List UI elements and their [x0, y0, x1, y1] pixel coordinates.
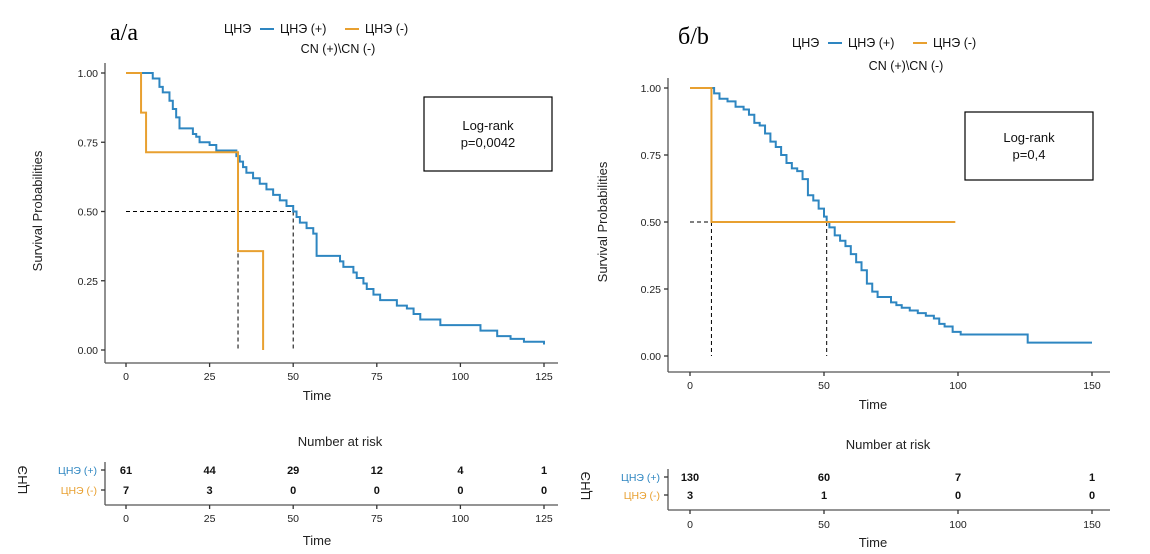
y-tick-label: 0.75 [78, 137, 99, 149]
x-tick-label: 125 [535, 371, 553, 383]
logrank-pvalue: p=0,4 [1013, 147, 1046, 162]
legend: ЦНЭ ЦНЭ (+) ЦНЭ (-) CN (+)\CN (-) [224, 22, 408, 56]
risk-count: 7 [123, 485, 129, 497]
risk-x-tick-label: 0 [123, 513, 129, 525]
x-axis-title: Time [303, 388, 331, 403]
logrank-box [964, 111, 1094, 181]
risk-count: 60 [818, 472, 830, 484]
legend-entry-positive: ЦНЭ (+) [280, 22, 326, 36]
panel-b: б/b ЦНЭ ЦНЭ (+) ЦНЭ (-) CN (+)\CN (-) 0.00 0.2… [578, 24, 1110, 550]
y-tick-label: 0.25 [78, 276, 99, 288]
risk-count: 4 [457, 465, 464, 477]
legend-title: ЦНЭ [224, 22, 251, 36]
risk-x-tick-label: 50 [818, 519, 830, 531]
risk-row-label: ЦНЭ (+) [58, 465, 97, 477]
risk-strata-title: ЦНЭ [578, 472, 593, 500]
risk-x-tick-label: 0 [687, 519, 693, 531]
risk-table-title: Number at risk [298, 434, 383, 449]
y-tick-label: 0.00 [641, 351, 662, 363]
risk-x-axis-title: Time [859, 535, 887, 550]
panel-a: а/a ЦНЭ ЦНЭ (+) ЦНЭ (-) CN (+)\CN (-) 0.00 0.2… [15, 20, 558, 548]
risk-x-axis-title: Time [303, 533, 331, 548]
y-tick-label: 0.25 [641, 284, 662, 296]
risk-count: 61 [120, 465, 132, 477]
x-tick-label: 0 [687, 380, 693, 392]
legend-entry-negative: ЦНЭ (-) [933, 36, 976, 50]
risk-count: 44 [203, 465, 216, 477]
risk-count: 3 [687, 490, 693, 502]
risk-x-tick-label: 125 [535, 513, 553, 525]
survival-curve-positive [690, 87, 1092, 344]
panel-label: а/a [110, 20, 138, 46]
y-tick-label: 1.00 [78, 68, 99, 80]
survival-curve-negative [126, 72, 265, 350]
y-axis-title: Survival Probabilities [595, 161, 610, 282]
x-tick-label: 75 [371, 371, 383, 383]
survival-curve-negative [690, 87, 956, 223]
risk-row-label: ЦНЭ (+) [621, 472, 660, 484]
y-tick-label: 0.75 [641, 150, 662, 162]
risk-table-title: Number at risk [846, 437, 931, 452]
risk-x-tick-label: 100 [949, 519, 967, 531]
risk-x-tick-label: 50 [287, 513, 299, 525]
survival-curve-positive [126, 72, 545, 345]
risk-count: 0 [541, 485, 547, 497]
risk-x-tick-label: 150 [1083, 519, 1101, 531]
logrank-label: Log-rank [462, 118, 514, 133]
risk-count: 0 [955, 490, 961, 502]
risk-count: 0 [1089, 490, 1095, 502]
x-tick-label: 25 [204, 371, 216, 383]
legend-entry-positive: ЦНЭ (+) [848, 36, 894, 50]
x-tick-label: 0 [123, 371, 129, 383]
risk-count: 7 [955, 472, 961, 484]
y-tick-label: 0.50 [641, 217, 662, 229]
risk-count: 12 [371, 465, 383, 477]
risk-count: 29 [287, 465, 299, 477]
legend-subtitle: CN (+)\CN (-) [301, 42, 376, 56]
risk-count: 0 [457, 485, 463, 497]
y-tick-label: 1.00 [641, 83, 662, 95]
logrank-box [423, 96, 553, 172]
legend: ЦНЭ ЦНЭ (+) ЦНЭ (-) CN (+)\CN (-) [792, 36, 976, 73]
legend-entry-negative: ЦНЭ (-) [365, 22, 408, 36]
risk-x-tick-label: 75 [371, 513, 383, 525]
legend-title: ЦНЭ [792, 36, 819, 50]
risk-strata-title: ЦНЭ [15, 466, 30, 494]
risk-count: 1 [1089, 472, 1095, 484]
x-tick-label: 100 [452, 371, 470, 383]
risk-count: 3 [207, 485, 213, 497]
risk-table: Number at risk ЦНЭ (+) 61 44 29 12 4 1 ЦНЭ (-) 7 3… [15, 434, 558, 548]
panel-label: б/b [678, 24, 709, 50]
risk-count: 1 [541, 465, 547, 477]
risk-row-label: ЦНЭ (-) [624, 490, 660, 502]
x-axis-title: Time [859, 397, 887, 412]
x-tick-label: 50 [287, 371, 299, 383]
legend-subtitle: CN (+)\CN (-) [869, 59, 944, 73]
x-tick-label: 100 [949, 380, 967, 392]
logrank-label: Log-rank [1003, 130, 1055, 145]
risk-count: 130 [681, 472, 699, 484]
risk-count: 1 [821, 490, 827, 502]
x-tick-label: 50 [818, 380, 830, 392]
x-tick-label: 150 [1083, 380, 1101, 392]
risk-x-tick-label: 25 [204, 513, 216, 525]
risk-count: 0 [290, 485, 296, 497]
risk-x-tick-label: 100 [452, 513, 470, 525]
logrank-pvalue: p=0,0042 [461, 135, 516, 150]
risk-row-label: ЦНЭ (-) [61, 485, 97, 497]
risk-count: 0 [374, 485, 380, 497]
y-tick-label: 0.00 [78, 345, 99, 357]
y-tick-label: 0.50 [78, 207, 99, 219]
y-axis-title: Survival Probabilities [30, 150, 45, 271]
